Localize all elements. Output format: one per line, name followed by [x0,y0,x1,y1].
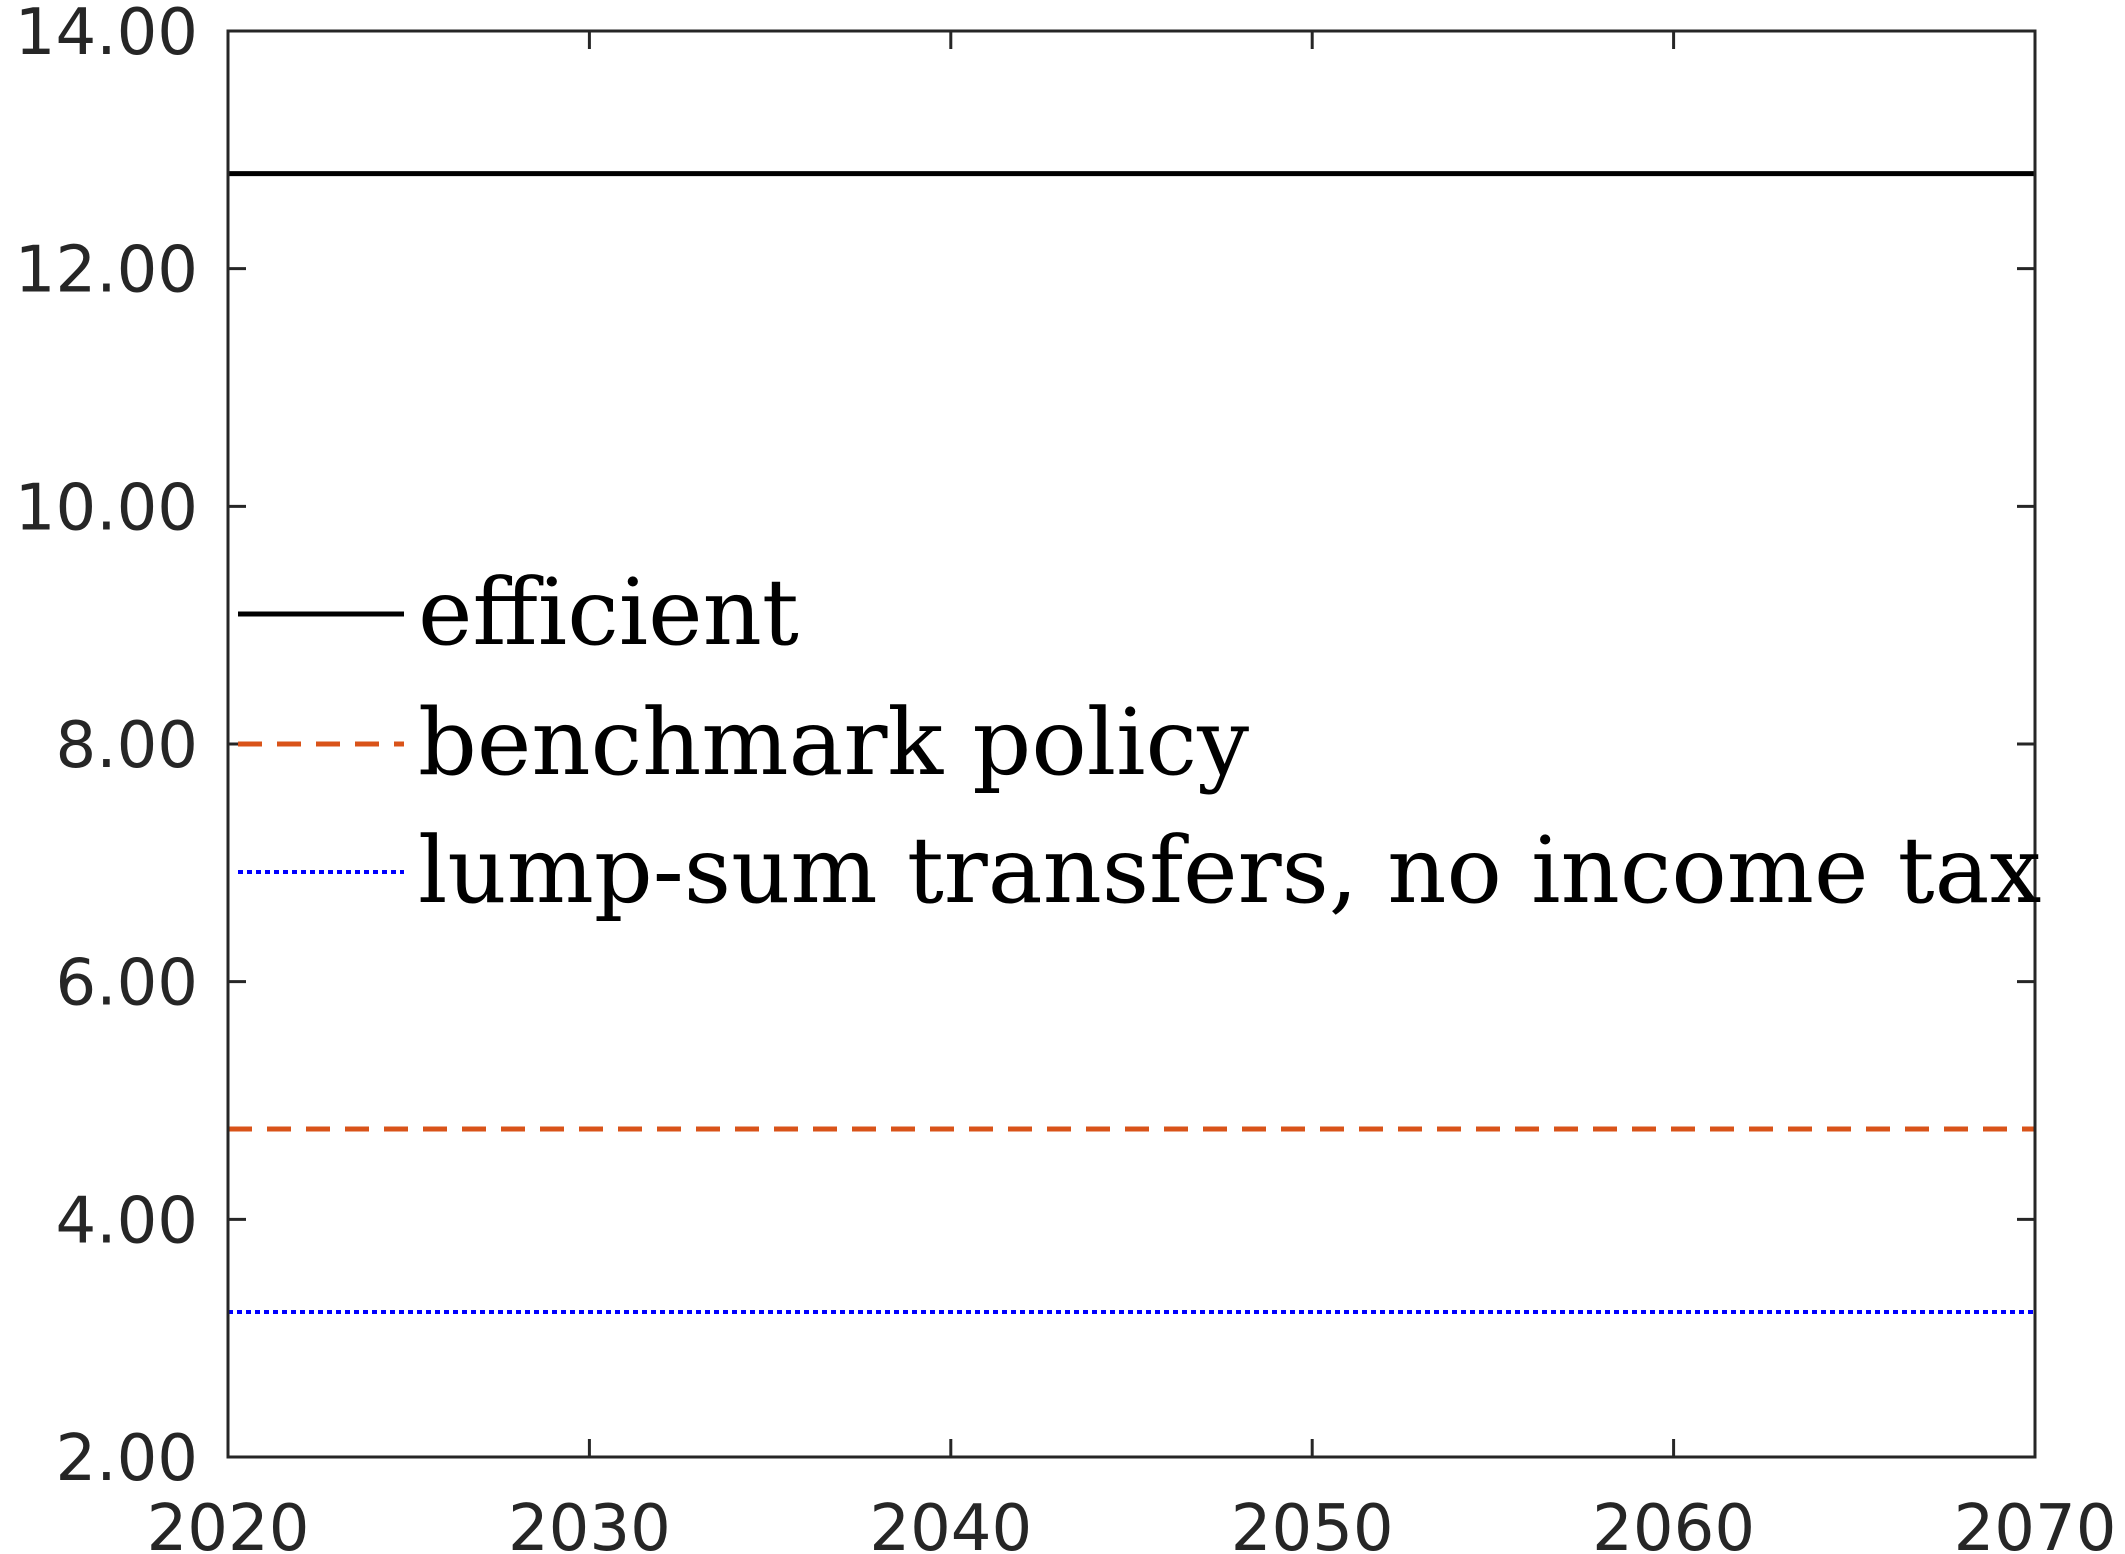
plot-background [228,31,2035,1457]
plot-frame [226,29,2037,1459]
y-tick-label-5: 12.00 [15,234,198,308]
y-tick-label-0: 2.00 [56,1422,199,1496]
series-layer [228,171,2035,1315]
x-tick-label-1: 2030 [508,1492,671,1554]
y-tick-label-1: 4.00 [56,1184,199,1258]
y-tick-label-6: 14.00 [15,0,198,70]
legend-label-0: efficient [418,559,799,666]
legend-label-2: lump-sum transfers, no income tax [418,817,2041,924]
x-tick-label-5: 2070 [1954,1492,2117,1554]
legend: efficient benchmark policy lump-sum transf… [238,559,2041,924]
legend-label-1: benchmark policy [418,689,1249,796]
x-tick-label-3: 2050 [1231,1492,1394,1554]
x-tick-label-0: 2020 [147,1492,310,1554]
y-tick-label-4: 10.00 [15,471,198,545]
x-tick-label-2: 2040 [869,1492,1032,1554]
y-tick-label-2: 6.00 [56,947,199,1021]
x-tick-label-4: 2060 [1592,1492,1755,1554]
y-axis-labels: 2.00 4.00 6.00 8.00 10.00 12.00 14.00 [15,0,198,1496]
x-axis-labels: 2020 2030 2040 2050 2060 2070 [147,1492,2117,1554]
y-tick-label-3: 8.00 [56,709,199,783]
